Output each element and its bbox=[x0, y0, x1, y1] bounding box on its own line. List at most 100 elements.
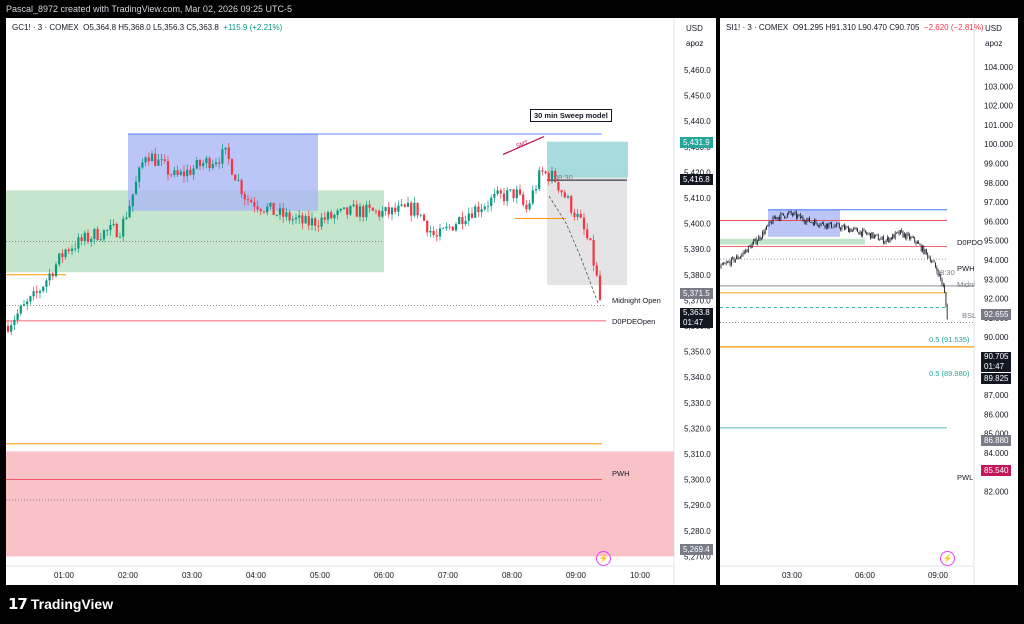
candle-body bbox=[737, 256, 739, 259]
gold-chart-canvas[interactable]: 5,460.05,450.05,440.05,430.05,420.05,410… bbox=[6, 18, 716, 585]
candle-body bbox=[838, 223, 840, 228]
candle-body bbox=[866, 232, 867, 235]
gold-target-box bbox=[547, 141, 628, 178]
candle-body bbox=[326, 212, 330, 220]
candle-body bbox=[534, 188, 538, 191]
candle-body bbox=[818, 225, 819, 227]
silver-currency[interactable]: USD bbox=[985, 24, 1002, 33]
candle-body bbox=[474, 206, 477, 218]
silver-tag-3: 85.540 bbox=[981, 465, 1012, 476]
silver-scale-mode[interactable]: apoz bbox=[985, 39, 1003, 48]
candle-body bbox=[827, 223, 828, 228]
candle-body bbox=[464, 220, 467, 225]
candle-body bbox=[16, 313, 19, 321]
candle-body bbox=[454, 224, 458, 231]
gold-overlap-label: D0PDEOpen bbox=[612, 317, 656, 326]
candle-body bbox=[515, 189, 518, 199]
candle-body bbox=[269, 202, 272, 207]
silver-y-tick: 98.000 bbox=[984, 179, 1009, 188]
gold-y-tick: 5,320.0 bbox=[684, 424, 711, 433]
candle-body bbox=[298, 215, 301, 218]
tradingview-logo-icon: 𝟭𝟳 bbox=[8, 596, 28, 613]
candle-body bbox=[224, 147, 227, 150]
candle-body bbox=[557, 181, 560, 191]
candle-body bbox=[942, 284, 944, 286]
candle-body bbox=[745, 249, 747, 253]
candle-body bbox=[884, 242, 886, 244]
gold-current-price-tag: 5,363.8 01:47 bbox=[680, 308, 713, 328]
candle-body bbox=[773, 216, 775, 219]
candle-body bbox=[846, 226, 848, 228]
candle-body bbox=[160, 159, 163, 161]
silver-chart-panel[interactable]: 104.000 103.000 102.000 101.000 100.000 99.00… bbox=[720, 18, 1018, 585]
candle-body bbox=[189, 169, 192, 175]
gold-symbol[interactable]: GC1! · 3 · COMEX bbox=[12, 23, 79, 32]
candle-body bbox=[890, 237, 892, 240]
silver-y-tick: 100.000 bbox=[984, 140, 1013, 149]
candle-body bbox=[854, 228, 856, 229]
candle-body bbox=[734, 259, 736, 262]
gold-price-tag-a: 5,431.9 bbox=[680, 137, 713, 148]
candle-body bbox=[727, 262, 728, 263]
silver-y-tick: 92.000 bbox=[984, 295, 1009, 304]
candle-body bbox=[173, 170, 176, 175]
gold-chart-panel[interactable]: 5,460.05,450.05,440.05,430.05,420.05,410… bbox=[6, 18, 716, 585]
silver-symbol[interactable]: SI1! · 3 · COMEX bbox=[726, 23, 789, 32]
candle-body bbox=[812, 222, 814, 226]
gold-currency[interactable]: USD bbox=[686, 24, 703, 33]
candle-body bbox=[857, 228, 858, 233]
candle-body bbox=[906, 233, 908, 239]
silver-chart-canvas[interactable]: 104.000 103.000 102.000 101.000 100.000 99.00… bbox=[720, 18, 1018, 585]
candle-body bbox=[403, 204, 406, 207]
candle-body bbox=[840, 227, 841, 230]
gold-pwh-zone bbox=[6, 451, 674, 557]
candle-body bbox=[792, 213, 793, 216]
candle-body bbox=[768, 221, 770, 226]
candle-body bbox=[368, 204, 371, 208]
candle-body bbox=[896, 232, 897, 234]
candle-body bbox=[544, 171, 547, 174]
candle-body bbox=[740, 256, 741, 258]
candle-body bbox=[844, 225, 845, 230]
lightning-icon[interactable]: ⚡ bbox=[596, 551, 611, 566]
gold-y-tick: 5,290.0 bbox=[684, 501, 711, 510]
candle-body bbox=[576, 213, 579, 217]
candle-body bbox=[458, 217, 461, 225]
candle-body bbox=[477, 206, 480, 213]
silver-fib2-label: 0.5 (89.980) bbox=[929, 369, 970, 378]
candle-body bbox=[814, 220, 815, 226]
candle-body bbox=[803, 220, 805, 223]
silver-low-tag: 89.825 bbox=[981, 373, 1012, 384]
candle-body bbox=[221, 149, 224, 164]
candle-body bbox=[900, 230, 901, 235]
candle-body bbox=[566, 196, 570, 198]
gold-scale-mode[interactable]: apoz bbox=[686, 39, 704, 48]
silver-y-tick: 85.000 bbox=[984, 430, 1009, 439]
gold-price-tag-b: 5,416.8 bbox=[680, 174, 713, 185]
candle-body bbox=[786, 213, 788, 218]
candle-body bbox=[819, 225, 821, 227]
candle-body bbox=[381, 211, 384, 217]
candle-body bbox=[776, 217, 778, 220]
candle-body bbox=[42, 286, 45, 292]
candle-body bbox=[205, 158, 208, 164]
candle-body bbox=[26, 301, 29, 305]
candle-body bbox=[911, 237, 913, 238]
candle-body bbox=[493, 193, 496, 198]
candle-body bbox=[109, 224, 112, 231]
silver-y-tick: 102.000 bbox=[984, 102, 1013, 111]
candle-body bbox=[394, 207, 397, 212]
candle-body bbox=[848, 226, 849, 233]
candle-body bbox=[58, 253, 61, 265]
candle-body bbox=[772, 216, 774, 224]
gold-low-tag: 5,269.4 bbox=[680, 544, 713, 555]
candle-body bbox=[384, 207, 387, 212]
candle-body bbox=[234, 174, 237, 181]
candle-body bbox=[227, 147, 230, 160]
candle-body bbox=[945, 292, 947, 306]
candle-body bbox=[112, 223, 115, 225]
candle-body bbox=[790, 211, 792, 214]
brand-name: TradingView bbox=[30, 596, 114, 612]
silver-bsl-tag: 92.655 bbox=[981, 309, 1012, 320]
lightning-icon[interactable]: ⚡ bbox=[940, 551, 955, 566]
